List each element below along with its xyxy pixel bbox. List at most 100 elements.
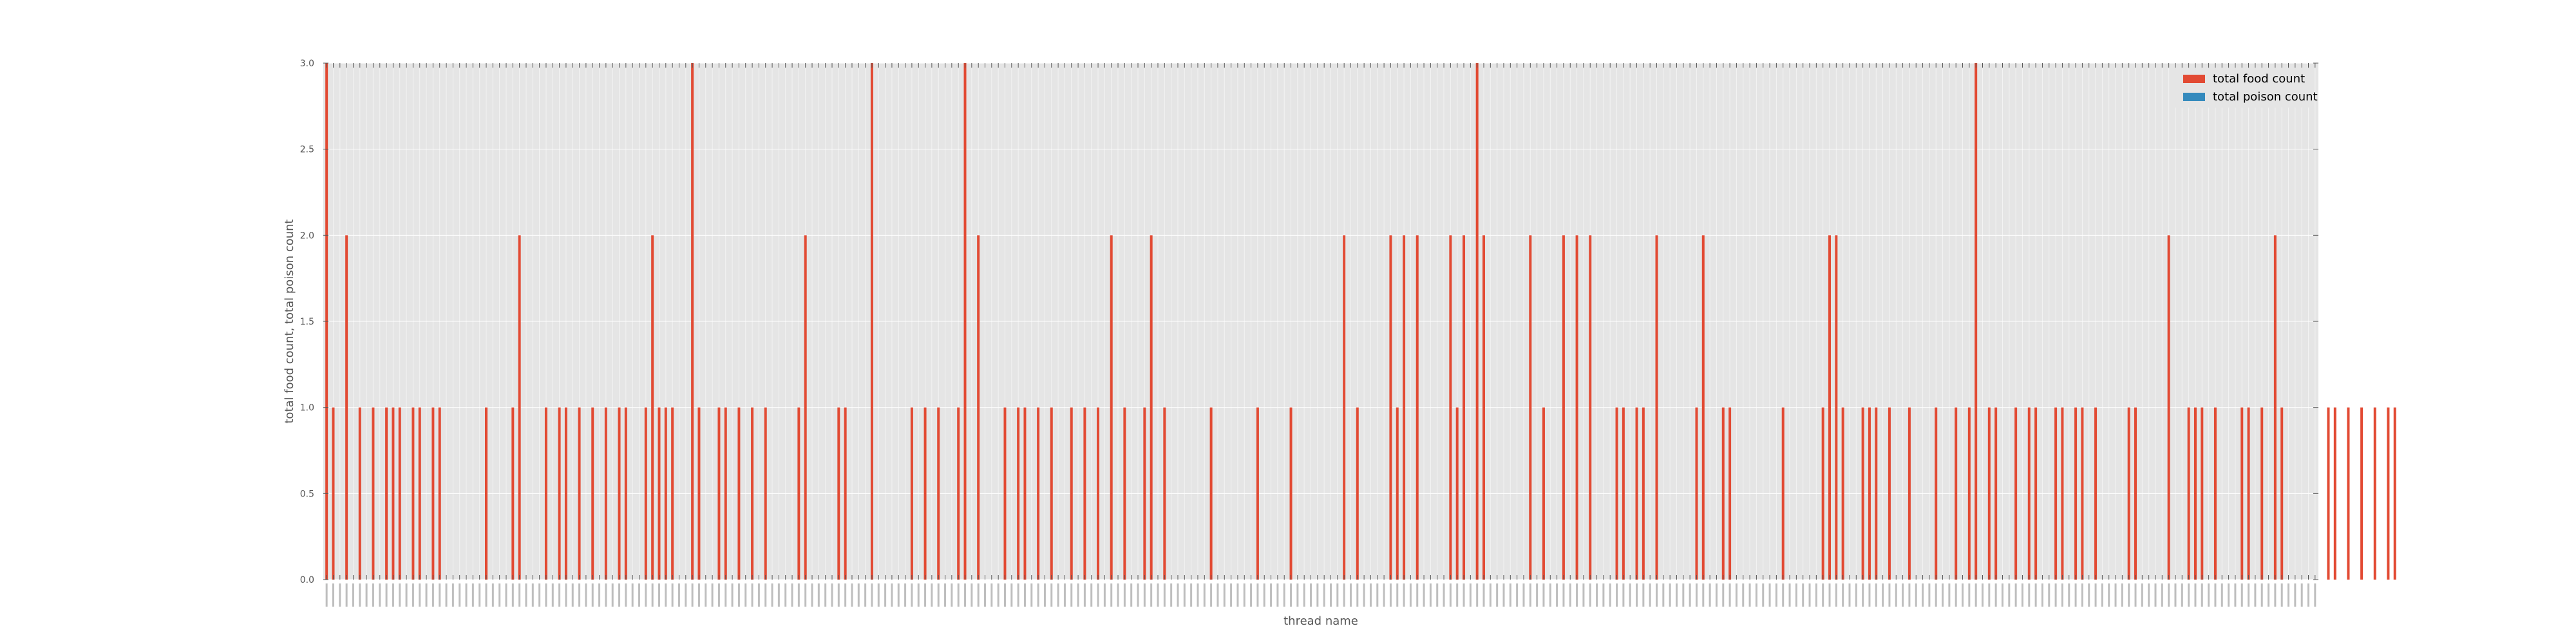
bar-food <box>658 407 661 580</box>
x-tick-label <box>645 583 647 607</box>
x-tick-label <box>1662 583 1665 607</box>
x-tick-label <box>931 583 933 607</box>
x-tick-label <box>1276 583 1279 607</box>
bar-food <box>764 407 767 580</box>
x-tick-label <box>751 583 753 607</box>
bar-food <box>1821 407 1824 580</box>
x-tick-label <box>1329 583 1332 607</box>
x-tick-label <box>1463 583 1465 607</box>
x-tick-label <box>1908 583 1911 607</box>
x-tick-label <box>951 583 953 607</box>
x-tick-label <box>1975 583 1977 607</box>
x-tick-label <box>2048 583 2050 607</box>
x-tick-label <box>2114 583 2117 607</box>
legend-swatch-poison <box>2183 93 2205 101</box>
x-tick-label <box>625 583 627 607</box>
bar-food <box>1110 235 1113 580</box>
x-tick-label <box>2300 583 2303 607</box>
x-tick-label <box>1802 583 1804 607</box>
bar-food <box>1083 407 1086 580</box>
bar-food <box>358 407 361 580</box>
y-tick-label: 0.0 <box>300 575 314 585</box>
x-tick-label <box>871 583 873 607</box>
x-tick-label <box>2268 583 2270 607</box>
bar-food <box>797 407 800 580</box>
bar-food <box>2247 407 2250 580</box>
bar-food <box>1589 235 1592 580</box>
x-tick-label <box>1788 583 1791 607</box>
x-tick-label <box>1748 583 1751 607</box>
x-tick-label <box>1549 583 1551 607</box>
bar-food <box>837 407 840 580</box>
x-tick-label <box>1722 583 1725 607</box>
x-tick-label <box>2214 583 2217 607</box>
bar-food <box>2054 407 2058 580</box>
x-tick-label <box>917 583 920 607</box>
x-tick-label <box>897 583 900 607</box>
bar-food <box>1994 407 1998 580</box>
x-tick-label <box>1296 583 1299 607</box>
x-tick-label <box>1250 583 1253 607</box>
x-tick-label <box>399 583 401 607</box>
bar-food <box>398 407 401 580</box>
x-tick-label <box>2108 583 2110 607</box>
x-tick-label <box>1043 583 1046 607</box>
bar-food <box>1389 235 1392 580</box>
x-tick-label <box>1097 583 1099 607</box>
bar-food <box>1721 407 1725 580</box>
x-tick-label <box>705 583 707 607</box>
x-tick-label <box>325 583 328 607</box>
x-tick-label <box>425 583 428 607</box>
x-tick-label <box>1137 583 1139 607</box>
x-tick-label <box>1988 583 1991 607</box>
x-tick-label <box>2008 583 2011 607</box>
x-tick-label <box>1842 583 1844 607</box>
bar-food <box>618 407 621 580</box>
x-tick-label <box>2260 583 2263 607</box>
x-tick-label <box>518 583 521 607</box>
bar-food <box>372 407 375 580</box>
x-tick-label <box>2280 583 2283 607</box>
x-tick-label <box>1596 583 1598 607</box>
bar-food <box>604 407 607 580</box>
x-tick-label <box>1902 583 1904 607</box>
bar-food <box>2193 407 2197 580</box>
x-tick-label <box>2041 583 2043 607</box>
bar-food <box>2393 407 2396 580</box>
bar-food <box>1463 235 1466 580</box>
x-tick-label <box>1862 583 1864 607</box>
x-tick-label <box>1057 583 1059 607</box>
x-tick-label <box>2088 583 2090 607</box>
x-tick-label <box>611 583 614 607</box>
bar-food <box>1955 407 1958 580</box>
y-tick-label: 0.5 <box>300 489 314 499</box>
x-tick-label <box>2001 583 2003 607</box>
x-tick-label <box>2274 583 2277 607</box>
x-tick-label <box>1203 583 1206 607</box>
x-tick-label <box>1090 583 1093 607</box>
x-tick-label <box>1848 583 1851 607</box>
x-tick-label <box>1695 583 1698 607</box>
x-tick-label <box>1236 583 1239 607</box>
bar-food <box>1701 235 1705 580</box>
x-tick-label <box>1609 583 1611 607</box>
x-tick-label <box>2234 583 2237 607</box>
x-tick-label <box>1197 583 1199 607</box>
x-tick-label <box>1017 583 1019 607</box>
axes: 0.0 0.5 1.0 1.5 2.0 2.5 3.0 <box>300 59 2318 607</box>
bar-food <box>2134 407 2137 580</box>
x-tick-label <box>365 583 368 607</box>
x-tick-label <box>2101 583 2103 607</box>
x-tick-label <box>2148 583 2150 607</box>
x-tick-label <box>1117 583 1119 607</box>
x-tick-label <box>1875 583 1877 607</box>
x-tick-label <box>857 583 860 607</box>
y-tick-label: 1.5 <box>300 317 314 327</box>
bar-food <box>844 407 847 580</box>
x-tick-label <box>1735 583 1738 607</box>
bar-food <box>1529 235 1532 580</box>
x-tick-label <box>485 583 488 607</box>
bar-food <box>2327 407 2330 580</box>
bar-food <box>2027 407 2031 580</box>
